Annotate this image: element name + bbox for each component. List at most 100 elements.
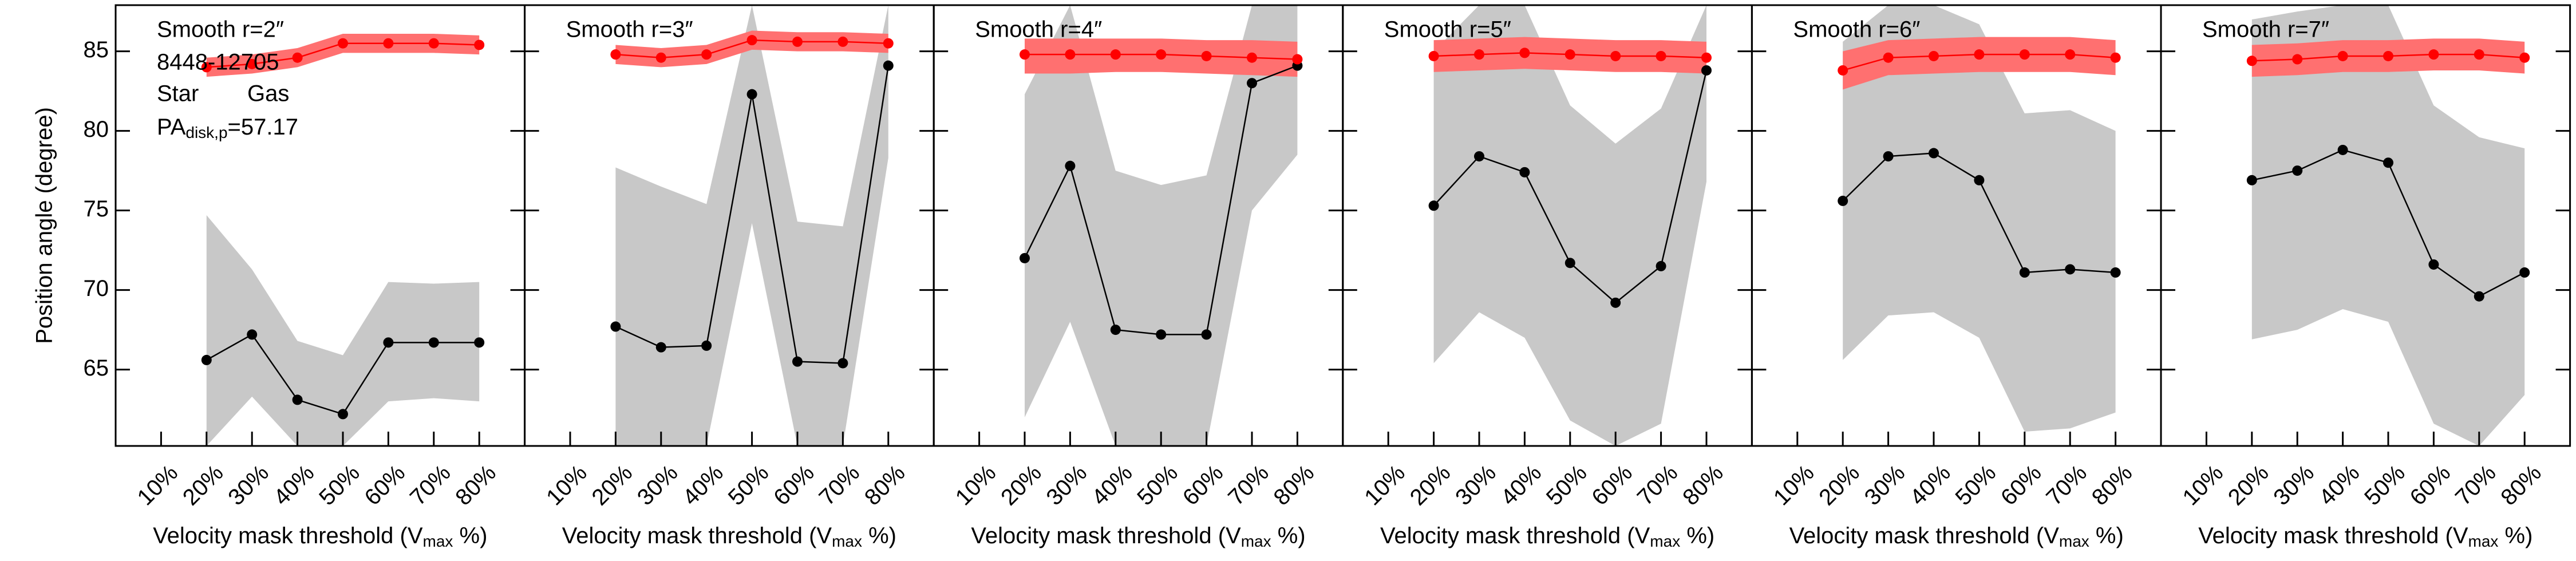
y-tick-label: 70 [84, 276, 109, 301]
pa-sub: disk,p [185, 124, 227, 141]
data-point [1564, 49, 1575, 60]
error-band [1843, 37, 2116, 90]
x-tick-label: 70% [1223, 460, 1274, 511]
data-point [428, 337, 439, 348]
error-band [1433, 5, 1706, 446]
panel-title: Smooth r=5″ [1384, 17, 1511, 42]
x-tick-label: 10% [133, 460, 183, 511]
panel: 10%20%30%40%50%60%70%80% Smooth r=4″ Veloc… [933, 4, 1344, 550]
x-tick-label: 50% [1542, 460, 1592, 511]
data-point [2474, 49, 2484, 60]
x-label-main: Velocity mask threshold (V [2198, 523, 2468, 548]
data-point [610, 321, 621, 332]
data-point [338, 409, 348, 420]
error-band [2251, 5, 2525, 446]
x-tick-label: 30% [633, 460, 683, 511]
data-point [1838, 65, 1848, 76]
data-point [2292, 54, 2303, 65]
plot-area [610, 5, 894, 446]
legend-entry: Gas [247, 81, 289, 106]
data-point [837, 36, 848, 47]
data-point [1929, 50, 1939, 61]
x-label-rest: %) [2089, 523, 2124, 548]
data-point [2428, 259, 2439, 270]
x-label-main: Velocity mask threshold (V [562, 523, 832, 548]
data-point [1519, 167, 1530, 177]
data-point [2246, 56, 2257, 66]
x-tick-label: 80% [2496, 460, 2546, 511]
x-label-main: Velocity mask threshold (V [1380, 523, 1650, 548]
data-point [1428, 50, 1439, 61]
data-point [2383, 50, 2393, 61]
x-label-sub: max [2059, 532, 2089, 550]
x-label-rest: %) [453, 523, 487, 548]
data-point [1156, 329, 1167, 340]
panel-title: Smooth r=7″ [2202, 17, 2329, 42]
annotation: PAdisk,p=57.17 [157, 114, 298, 142]
data-point [201, 62, 212, 73]
x-tick-label: 30% [1042, 460, 1092, 511]
data-point [1110, 325, 1121, 335]
x-tick-label: 60% [360, 460, 410, 511]
data-point [1292, 54, 1303, 65]
data-point [1065, 49, 1076, 60]
data-point [2474, 291, 2484, 302]
data-point [1247, 78, 1257, 89]
data-point [1656, 50, 1666, 61]
panel: 10%20%30%40%50%60%70%80% Smooth r=6″ Veloc… [1751, 4, 2162, 551]
data-point [883, 38, 894, 49]
x-tick-label: 30% [1860, 460, 1910, 511]
x-axis-label: Velocity mask threshold (Vmax %) [2198, 523, 2532, 551]
data-point [2383, 157, 2393, 168]
x-tick-label: 20% [2223, 460, 2274, 511]
x-tick-label: 80% [1269, 460, 1319, 511]
x-tick-label: 60% [769, 460, 819, 511]
x-tick-label: 70% [815, 460, 865, 511]
x-tick-label: 40% [1905, 460, 1955, 511]
data-point [2428, 49, 2439, 60]
data-point [1474, 151, 1484, 162]
x-tick-label: 50% [314, 460, 365, 511]
x-tick-label: 60% [2405, 460, 2456, 511]
x-tick-label: 10% [2178, 460, 2229, 511]
data-point [2019, 267, 2030, 278]
data-point [1701, 52, 1712, 63]
x-axis-label: Velocity mask threshold (Vmax %) [1789, 523, 2124, 551]
x-label-rest: %) [1271, 523, 1306, 548]
x-label-sub: max [1241, 532, 1271, 550]
data-point [247, 329, 258, 340]
data-point [474, 39, 485, 50]
data-point [746, 89, 757, 100]
x-tick-label: 40% [269, 460, 319, 511]
data-point [1065, 160, 1076, 171]
x-tick-label: 60% [1996, 460, 2046, 511]
error-band [615, 30, 888, 68]
data-point [1201, 329, 1212, 340]
panel-title: Smooth r=6″ [1793, 17, 1920, 42]
legend-entry: Star [157, 81, 199, 106]
x-tick-label: 30% [223, 460, 274, 511]
x-tick-label: 80% [860, 460, 910, 511]
annotation: 8448-12705 [157, 50, 279, 75]
data-point [883, 60, 894, 71]
x-tick-label: 30% [1451, 460, 1501, 511]
data-point [428, 38, 439, 49]
data-point [1701, 65, 1712, 76]
x-tick-label: 70% [1633, 460, 1683, 511]
data-point [1883, 52, 1894, 63]
x-tick-label: 80% [2087, 460, 2138, 511]
data-point [2519, 267, 2530, 278]
data-point [2065, 264, 2076, 275]
data-point [383, 38, 394, 49]
plot-frame [2160, 4, 2571, 447]
error-band [1025, 5, 1298, 446]
data-point [1201, 50, 1212, 61]
x-axis-label: Velocity mask threshold (Vmax %) [1380, 523, 1714, 551]
data-point [746, 35, 757, 46]
data-point [1564, 258, 1575, 268]
plot-area [2246, 5, 2530, 446]
data-point [1020, 49, 1030, 60]
x-tick-label: 60% [1178, 460, 1228, 511]
x-tick-label: 20% [996, 460, 1046, 511]
